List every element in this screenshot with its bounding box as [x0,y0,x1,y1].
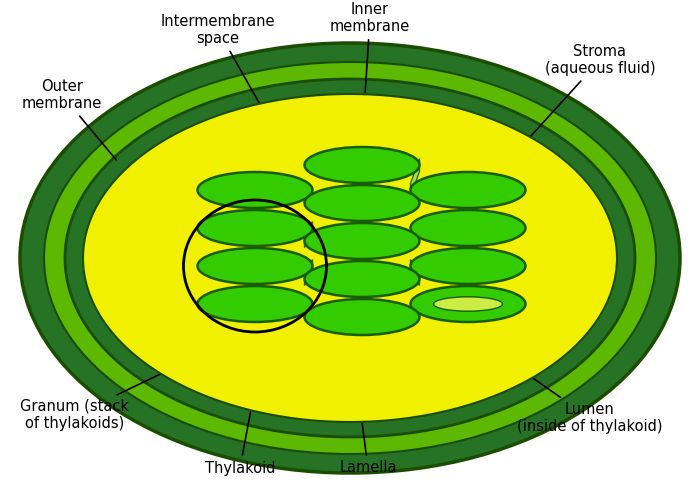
Text: Thylakoid: Thylakoid [204,391,275,476]
Polygon shape [410,158,419,197]
Polygon shape [304,259,312,286]
Text: Inner
membrane: Inner membrane [330,2,410,92]
Ellipse shape [44,62,656,454]
Polygon shape [304,221,312,248]
Text: Outer
membrane: Outer membrane [22,79,116,160]
Text: Lumen
(inside of thylakoid): Lumen (inside of thylakoid) [492,349,663,434]
Text: Granum (stack
of thylakoids): Granum (stack of thylakoids) [20,356,197,431]
Ellipse shape [83,94,617,422]
Ellipse shape [433,297,503,311]
Ellipse shape [197,286,312,322]
Text: Lamella: Lamella [340,371,397,476]
Ellipse shape [410,210,526,246]
Ellipse shape [65,79,635,437]
Polygon shape [410,259,419,286]
Ellipse shape [304,185,419,221]
Ellipse shape [410,248,526,284]
Ellipse shape [20,43,680,473]
Ellipse shape [410,286,526,322]
Ellipse shape [197,248,312,284]
Ellipse shape [304,223,419,259]
Ellipse shape [304,147,419,183]
Ellipse shape [304,261,419,297]
Ellipse shape [197,172,312,208]
Ellipse shape [197,210,312,246]
Text: Intermembrane
space: Intermembrane space [161,14,275,105]
Ellipse shape [304,299,419,335]
Ellipse shape [410,172,526,208]
Text: Stroma
(aqueous fluid): Stroma (aqueous fluid) [522,44,655,146]
